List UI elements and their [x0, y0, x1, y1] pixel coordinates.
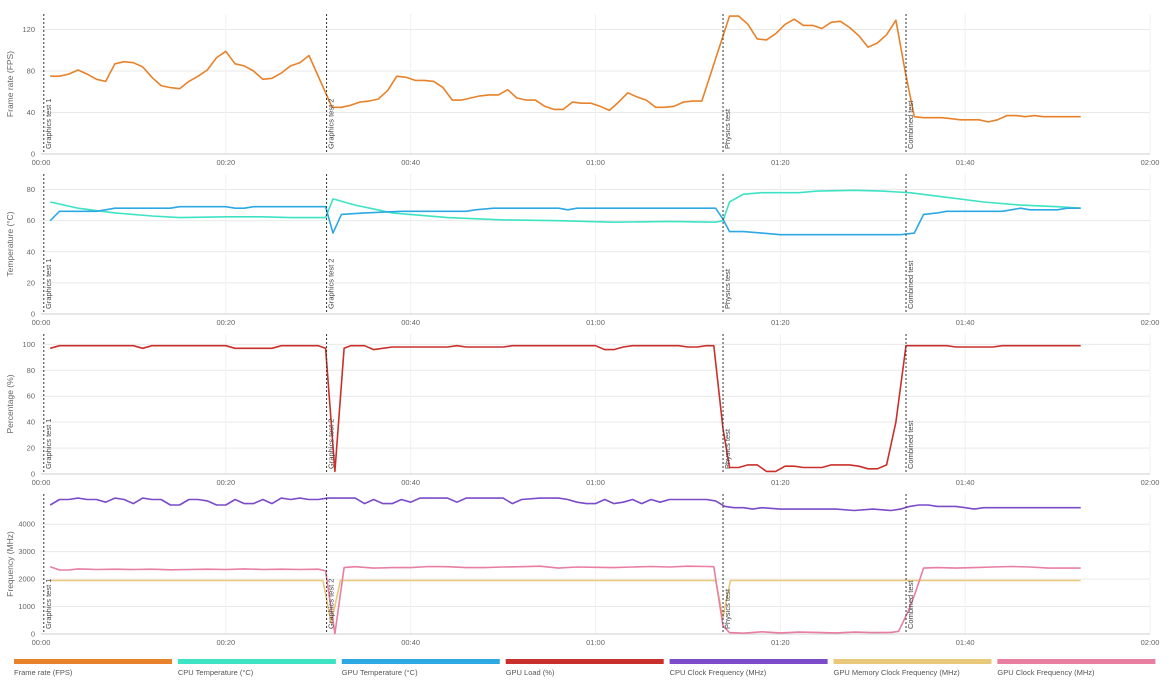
legend-label: CPU Clock Frequency (MHz)	[670, 668, 767, 677]
series-line	[50, 189, 1081, 223]
legend-label: Frame rate (FPS)	[14, 668, 73, 677]
y-tick-label: 20	[27, 444, 35, 453]
chart-panel: 0 40 80 120 00:00 00:20 00:40 01:00 01:20 01:40 02…	[5, 14, 1159, 167]
chart-panel: 0 20 40 60 80 00:00 00:20 00:40 01:00 01:20 01:40 0…	[5, 174, 1159, 327]
legend: Frame rate (FPS) CPU Temperature (°C) GPU …	[14, 659, 1156, 677]
test-marker-label: Graphics test 2	[327, 579, 336, 629]
y-tick-label: 80	[27, 67, 35, 76]
y-tick-label: 0	[31, 630, 35, 639]
y-tick-label: 4000	[18, 520, 35, 529]
test-marker-label: Graphics test 2	[327, 259, 336, 309]
legend-swatch	[341, 659, 500, 664]
test-marker-label: Graphics test 2	[327, 419, 336, 469]
x-tick-label: 00:40	[401, 158, 420, 167]
x-tick-label: 00:20	[216, 638, 235, 647]
y-tick-label: 60	[27, 392, 35, 401]
test-marker-label: Combined test	[906, 420, 915, 469]
x-tick-label: 00:00	[32, 318, 51, 327]
y-tick-label: 3000	[18, 547, 35, 556]
x-tick-label: 00:20	[216, 318, 235, 327]
legend-swatch	[177, 659, 336, 664]
y-axis-label: Percentage (%)	[5, 374, 15, 433]
series-line	[50, 15, 1081, 123]
x-tick-label: 01:00	[586, 638, 605, 647]
test-marker-label: Combined test	[906, 100, 915, 149]
legend-swatch	[505, 659, 664, 664]
y-tick-label: 2000	[18, 575, 35, 584]
chart-panel: 0 1000 2000 3000 4000 00:00 00:20 00:40 01:00 01:…	[5, 494, 1159, 647]
y-tick-label: 0	[31, 310, 35, 319]
test-marker-label: Graphics test 1	[44, 99, 53, 149]
test-marker-label: Physics test	[723, 108, 732, 149]
y-tick-label: 80	[27, 185, 35, 194]
test-marker-label: Physics test	[723, 428, 732, 469]
series-line	[50, 579, 1081, 624]
legend-swatch	[997, 659, 1156, 664]
y-tick-label: 20	[27, 278, 35, 287]
x-tick-label: 00:40	[401, 638, 420, 647]
x-tick-label: 01:40	[956, 478, 975, 487]
y-tick-label: 1000	[18, 602, 35, 611]
x-tick-label: 00:20	[216, 478, 235, 487]
y-tick-label: 40	[27, 247, 35, 256]
x-tick-label: 01:20	[771, 158, 790, 167]
series-line	[49, 205, 1081, 236]
test-marker-label: Physics test	[723, 268, 732, 309]
x-tick-label: 00:00	[32, 638, 51, 647]
y-tick-label: 0	[31, 150, 35, 159]
x-tick-label: 01:00	[586, 158, 605, 167]
legend-label: GPU Memory Clock Frequency (MHz)	[834, 668, 961, 677]
y-axis-label: Frequency (MHz)	[5, 531, 15, 597]
x-tick-label: 00:20	[216, 158, 235, 167]
y-tick-label: 40	[27, 108, 35, 117]
x-tick-label: 01:00	[586, 478, 605, 487]
test-marker-label: Graphics test 1	[44, 579, 53, 629]
test-marker-label: Graphics test 1	[44, 259, 53, 309]
legend-label: GPU Temperature (°C)	[342, 668, 418, 677]
legend-label: GPU Clock Frequency (MHz)	[997, 668, 1095, 677]
series-line	[49, 497, 1081, 512]
y-tick-label: 0	[31, 470, 35, 479]
test-marker-label: Combined test	[906, 260, 915, 309]
x-tick-label: 02:00	[1141, 638, 1160, 647]
legend-label: CPU Temperature (°C)	[178, 668, 254, 677]
x-tick-label: 00:40	[401, 478, 420, 487]
x-tick-label: 01:20	[771, 478, 790, 487]
legend-swatch	[669, 659, 828, 664]
test-marker-label: Graphics test 1	[44, 419, 53, 469]
series-line	[49, 344, 1081, 473]
y-axis-label: Temperature (°C)	[5, 211, 15, 276]
y-axis-label: Frame rate (FPS)	[5, 51, 15, 117]
x-tick-label: 02:00	[1141, 318, 1160, 327]
y-tick-label: 60	[27, 216, 35, 225]
x-tick-label: 02:00	[1141, 478, 1160, 487]
x-tick-label: 00:00	[32, 478, 51, 487]
y-tick-label: 40	[27, 418, 35, 427]
x-tick-label: 01:20	[771, 318, 790, 327]
x-tick-label: 02:00	[1141, 158, 1160, 167]
series-line	[49, 565, 1081, 635]
x-tick-label: 01:40	[956, 318, 975, 327]
x-tick-label: 01:40	[956, 638, 975, 647]
x-tick-label: 00:00	[32, 158, 51, 167]
test-marker-label: Graphics test 2	[327, 99, 336, 149]
x-tick-label: 01:00	[586, 318, 605, 327]
legend-swatch	[14, 659, 172, 664]
y-tick-label: 120	[22, 25, 35, 34]
x-tick-label: 01:20	[771, 638, 790, 647]
chart-panel: 0 20 40 60 80 100 00:00 00:20 00:40 01:00 01:20 01:…	[5, 334, 1159, 487]
test-marker-label: Physics test	[723, 588, 732, 629]
legend-label: GPU Load (%)	[506, 668, 555, 677]
x-tick-label: 01:40	[956, 158, 975, 167]
x-tick-label: 00:40	[401, 318, 420, 327]
test-marker-label: Combined test	[906, 580, 915, 629]
y-tick-label: 80	[27, 366, 35, 375]
legend-swatch	[833, 659, 992, 664]
y-tick-label: 100	[22, 340, 35, 349]
